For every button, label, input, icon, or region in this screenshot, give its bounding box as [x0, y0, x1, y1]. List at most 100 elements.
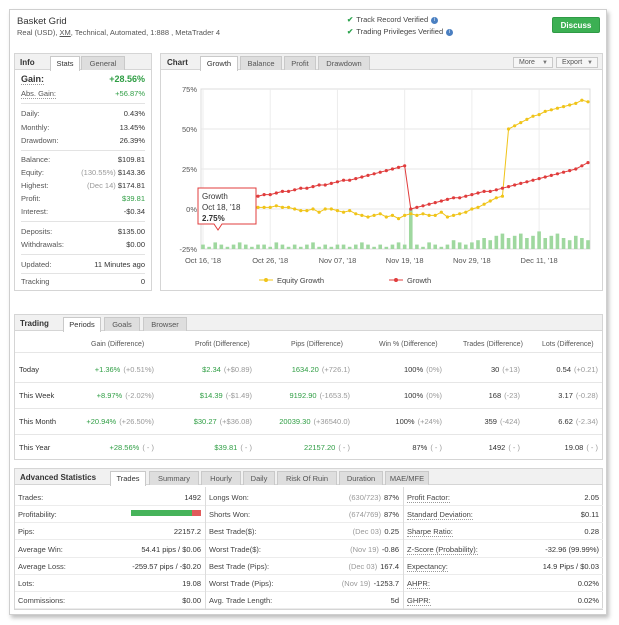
stat-value: 87% — [383, 510, 399, 520]
highest-label: Highest: — [21, 181, 49, 190]
growth-point — [427, 202, 431, 206]
equity-growth-point — [360, 213, 364, 217]
legend-label: Growth — [407, 276, 431, 285]
volume-bar — [305, 244, 309, 249]
trades-cell-value: 30 — [490, 365, 500, 374]
tab-stats[interactable]: Stats — [50, 56, 80, 71]
tab-growth[interactable]: Growth — [200, 56, 238, 71]
period-label: This Month — [19, 417, 57, 426]
stat-label: Profitability: — [18, 510, 57, 520]
stat-label: Z-Score (Probability): — [407, 544, 478, 555]
track-record-label: Track Record Verified — [356, 15, 429, 24]
advanced-statistics-panel: Advanced Statistics Trades Summary Hourl… — [14, 468, 603, 610]
stat-row: GHPR: 0.02% — [404, 592, 603, 610]
growth-point — [317, 183, 321, 187]
equity-value-group: (130.55%) $143.36 — [81, 168, 145, 177]
stat-value: 54.41 pips / $0.06 — [141, 544, 201, 554]
stat-label: Average Loss: — [18, 561, 66, 571]
info-icon[interactable]: i — [446, 29, 454, 36]
equity-growth-point — [586, 100, 590, 104]
pips-cell-value: 20039.30 — [279, 417, 311, 426]
more-dropdown[interactable]: More ▼ — [513, 57, 553, 68]
tab-browser[interactable]: Browser — [143, 317, 187, 331]
tab-periods[interactable]: Periods — [63, 317, 101, 332]
pips-cell-diff: (+36540.0) — [313, 417, 351, 426]
growth-point — [299, 186, 303, 190]
export-dropdown[interactable]: Export ▼ — [556, 57, 598, 68]
gain-value: +28.56% — [109, 74, 145, 84]
broker-link[interactable]: XM — [59, 28, 71, 37]
discuss-button[interactable]: Discuss — [552, 17, 600, 33]
row-divider — [15, 408, 602, 409]
lots-cell: 6.62 (-2.34) — [558, 417, 598, 426]
interest-value: -$0.34 — [123, 207, 145, 216]
growth-point — [396, 165, 401, 169]
tab-risk-of-ruin[interactable]: Risk Of Ruin — [277, 471, 337, 485]
volume-bar — [494, 235, 499, 249]
tab-daily[interactable]: Daily — [243, 471, 275, 485]
equity-growth-point — [470, 207, 474, 211]
growth-point — [415, 205, 419, 209]
equity-growth-point — [494, 196, 498, 200]
equity-growth-point — [384, 215, 388, 219]
highest-date: (Dec 14) — [87, 181, 116, 190]
volume-bar — [243, 244, 248, 249]
tab-profit[interactable]: Profit — [284, 56, 316, 70]
equity-growth-point — [458, 212, 462, 216]
growth-point — [494, 188, 498, 192]
x-axis-labels: Oct 16, '18 Oct 26, '18 Nov 07, '18 Nov 19,… — [185, 256, 558, 265]
growth-point — [409, 207, 413, 211]
equity-growth-point — [531, 114, 535, 118]
equity-growth-point — [574, 101, 578, 105]
tab-duration[interactable]: Duration — [339, 471, 383, 485]
gain-cell-diff: (-2.02%) — [125, 391, 154, 400]
tab-drawdown[interactable]: Drawdown — [318, 56, 370, 70]
growth-point — [458, 196, 462, 200]
volume-bar — [470, 242, 474, 249]
stat-label: GHPR: — [407, 596, 431, 607]
daily-label: Daily: — [21, 109, 40, 118]
lots-cell-value: 6.62 — [558, 417, 573, 426]
tab-mae-mfe[interactable]: MAE/MFE — [385, 471, 429, 485]
period-label: This Week — [19, 391, 55, 400]
stat-row: Profitability: — [15, 506, 205, 524]
equity-growth-point — [543, 109, 547, 113]
pips-cell-value: 1634.20 — [291, 365, 319, 374]
gain-cell-diff: (+26.50%) — [119, 417, 154, 426]
growth-chart: 75% 50% 25% 0% -25% Oct 16, '18 Oct 26, '18 No… — [179, 85, 591, 285]
equity-growth-point — [396, 217, 401, 221]
tab-hourly[interactable]: Hourly — [201, 471, 241, 485]
advanced-title: Advanced Statistics — [20, 473, 97, 482]
tab-balance[interactable]: Balance — [240, 56, 282, 70]
equity-growth-point — [366, 215, 370, 219]
tooltip-date: Oct 18, '18 — [202, 203, 241, 212]
x-tick-label: Oct 16, '18 — [185, 256, 221, 265]
deposits-value: $135.00 — [117, 227, 145, 236]
tab-summary[interactable]: Summary — [149, 471, 199, 485]
equity-growth-point — [409, 212, 413, 216]
equity-growth-point — [451, 213, 456, 217]
tab-general[interactable]: General — [81, 56, 125, 70]
equity-growth-point — [445, 215, 450, 219]
daily-value: 0.43% — [123, 109, 145, 118]
info-icon[interactable]: i — [431, 17, 439, 24]
equity-growth-point — [311, 207, 315, 211]
volume-bar — [427, 242, 431, 249]
stat-value-group: 14.9 Pips / $0.03 — [543, 562, 599, 571]
stat-value: 0.02% — [577, 596, 599, 606]
balance-row: Balance: $109.81 — [21, 155, 145, 166]
growth-point — [561, 170, 566, 174]
volume-bar — [408, 209, 413, 249]
tab-goals[interactable]: Goals — [104, 317, 140, 331]
deposits-row: Deposits: $135.00 — [21, 227, 145, 238]
volume-bar — [573, 235, 578, 249]
volume-bar — [500, 233, 505, 249]
growth-point — [568, 169, 572, 173]
tab-trades[interactable]: Trades — [110, 471, 146, 486]
stat-row: Lots: 19.08 — [15, 575, 205, 592]
win-cell: 100% (0%) — [404, 365, 442, 374]
stat-label: Shorts Won: — [209, 510, 251, 520]
growth-point — [488, 189, 492, 193]
profit-cell-value: $2.34 — [202, 365, 221, 374]
growth-line — [202, 162, 589, 210]
